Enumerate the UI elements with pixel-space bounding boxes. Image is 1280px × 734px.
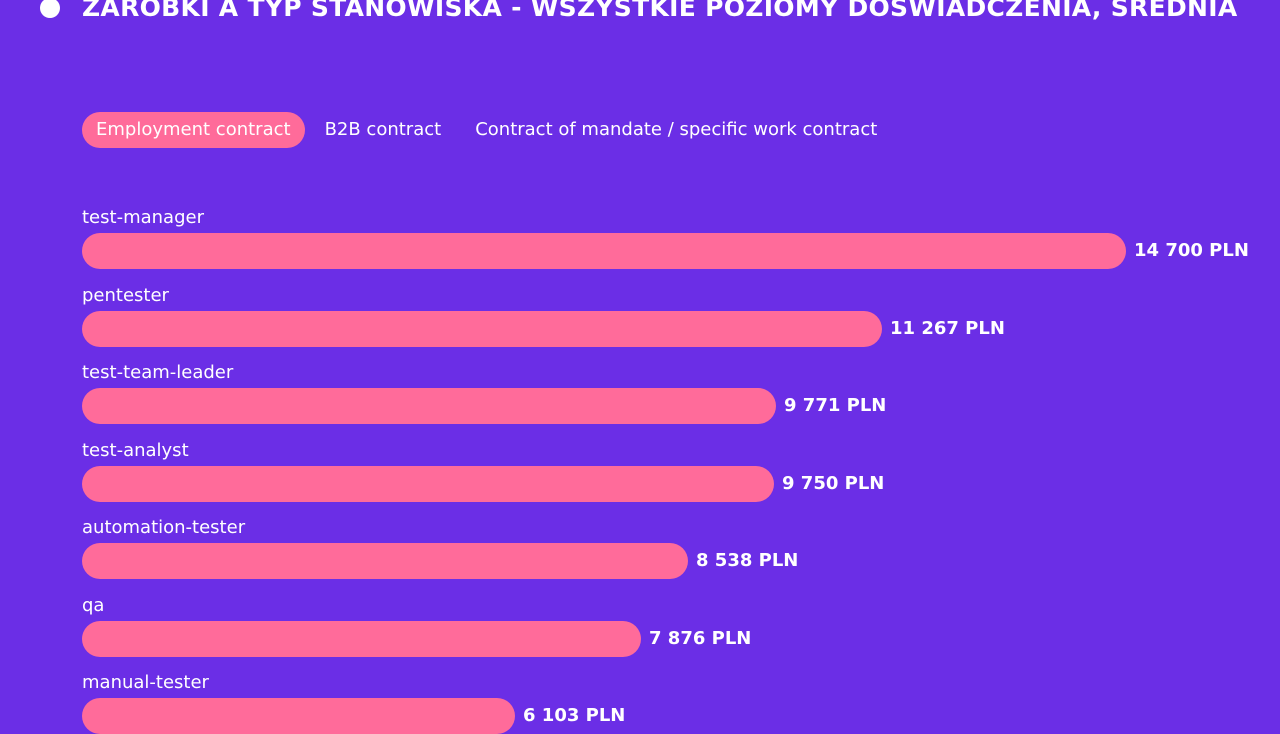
bar-value-label: 8 538 PLN (696, 550, 799, 571)
salary-bar (82, 233, 1126, 269)
contract-type-tabs: Employment contract B2B contract Contrac… (82, 112, 891, 148)
bar-category-label: manual-tester (82, 672, 209, 693)
salary-bar (82, 543, 688, 579)
salary-bar (82, 465, 774, 502)
salary-bar (82, 310, 882, 347)
tab-employment-contract[interactable]: Employment contract (82, 112, 305, 148)
bar-value-label: 14 700 PLN (1134, 240, 1249, 261)
chart-title: ZAROBKI A TYP STANOWISKA - WSZYSTKIE POZ… (82, 0, 1238, 22)
title-bullet-icon (40, 0, 60, 18)
bar-category-label: qa (82, 594, 105, 616)
bar-category-label: test-analyst (82, 439, 189, 461)
salary-bar (82, 388, 776, 424)
bar-category-label: pentester (82, 284, 169, 306)
bar-category-label: automation-tester (82, 517, 246, 538)
tab-b2b-contract[interactable]: B2B contract (324, 119, 442, 140)
bar-value-label: 11 267 PLN (890, 317, 1005, 339)
bar-value-label: 6 103 PLN (523, 705, 626, 726)
bar-value-label: 9 750 PLN (782, 472, 885, 494)
bar-category-label: test-manager (82, 207, 204, 228)
salary-bar (82, 620, 641, 657)
tab-mandate-contract[interactable]: Contract of mandate / specific work cont… (475, 119, 878, 140)
bar-value-label: 9 771 PLN (784, 395, 887, 416)
bar-value-label: 7 876 PLN (649, 627, 752, 649)
salary-bar (82, 698, 515, 734)
bar-category-label: test-team-leader (82, 362, 234, 383)
